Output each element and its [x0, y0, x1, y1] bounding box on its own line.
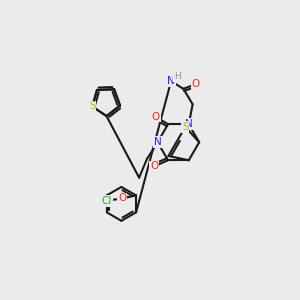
Text: O: O: [150, 161, 158, 171]
Text: O: O: [152, 112, 160, 122]
Text: N: N: [154, 137, 161, 147]
Text: H: H: [174, 72, 181, 81]
Text: Cl: Cl: [102, 196, 112, 206]
Text: O: O: [118, 194, 126, 203]
Text: O: O: [192, 79, 200, 89]
Text: S: S: [182, 122, 189, 132]
Text: S: S: [89, 101, 96, 112]
Text: N: N: [167, 76, 175, 86]
Text: N: N: [185, 119, 193, 129]
